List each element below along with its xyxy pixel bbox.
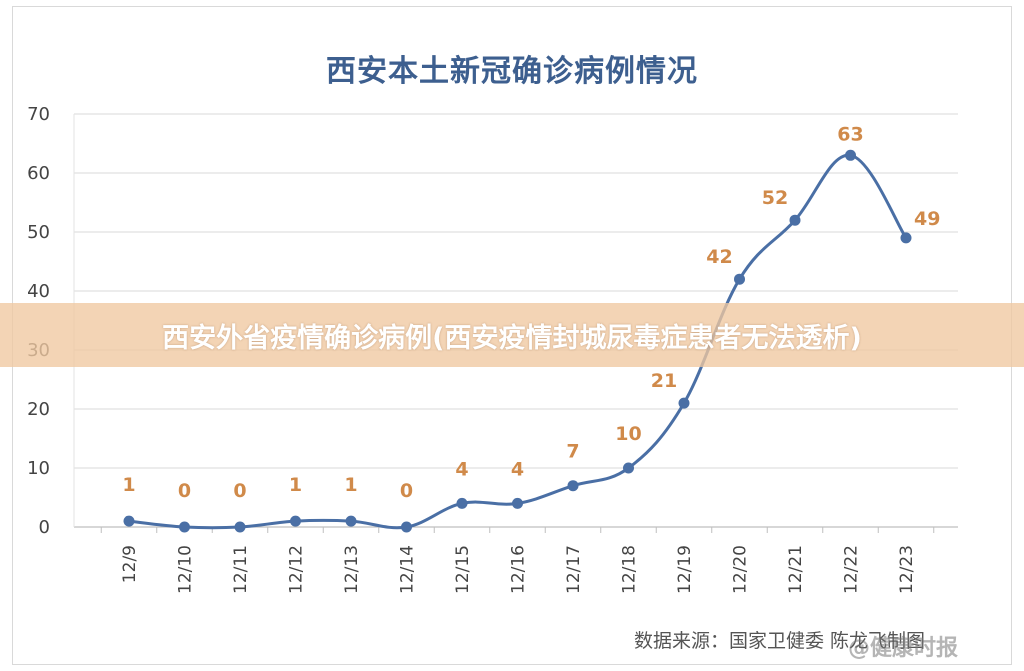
data-label: 1 — [122, 474, 135, 496]
data-point — [900, 232, 912, 244]
data-label: 10 — [615, 423, 641, 445]
y-tick-label: 60 — [27, 163, 50, 184]
data-label: 49 — [914, 208, 940, 230]
data-source: 数据来源：国家卫健委 陈龙飞制图 — [634, 630, 926, 652]
gridlines — [74, 113, 958, 469]
y-tick-label: 70 — [27, 104, 50, 125]
x-tick-label: 12/22 — [842, 545, 862, 594]
watermark: @健康时报 — [848, 636, 959, 661]
x-tick-label: 12/12 — [287, 545, 307, 594]
overlay-banner: 西安外省疫情确诊病例(西安疫情封城尿毒症患者无法透析) — [0, 303, 1024, 367]
data-point — [623, 462, 634, 474]
x-tick-label: 12/10 — [176, 545, 196, 594]
data-label: 21 — [651, 370, 677, 392]
data-point — [234, 521, 246, 533]
chart-title: 西安本土新冠确诊病例情况 — [326, 54, 698, 89]
x-tick-label: 12/13 — [342, 545, 362, 594]
data-label: 52 — [762, 187, 788, 209]
data-label: 0 — [400, 480, 413, 502]
data-points — [123, 149, 912, 533]
x-tick-label: 12/20 — [731, 545, 751, 594]
x-tick-label: 12/19 — [675, 545, 695, 594]
y-tick-label: 10 — [27, 458, 50, 479]
data-point — [567, 480, 579, 492]
x-tick-label: 12/17 — [564, 545, 584, 594]
x-tick-label: 12/14 — [398, 545, 418, 594]
data-label: 1 — [289, 474, 302, 496]
data-label: 42 — [706, 246, 732, 268]
x-axis-ticks: 12/9 12/10 12/11 12/12 12/13 12/14 12/15 12/16 1… — [120, 545, 917, 594]
data-label: 0 — [233, 480, 246, 502]
data-point — [123, 515, 135, 527]
x-tick-label: 12/23 — [897, 545, 917, 594]
x-tick-label: 12/18 — [620, 545, 640, 594]
x-tick-label: 12/11 — [231, 545, 251, 594]
data-point — [678, 397, 690, 409]
x-tick-label: 12/15 — [453, 545, 473, 594]
data-point — [734, 273, 745, 285]
y-tick-label: 50 — [27, 222, 50, 243]
data-point — [401, 521, 412, 533]
data-point — [456, 497, 468, 509]
y-tick-label: 0 — [39, 517, 50, 538]
data-label: 0 — [178, 480, 191, 502]
y-tick-label: 40 — [27, 281, 50, 302]
data-label: 4 — [511, 458, 524, 480]
data-label: 4 — [455, 458, 468, 480]
data-point — [512, 497, 523, 509]
data-point — [179, 521, 190, 533]
data-point — [345, 515, 357, 527]
data-label: 1 — [344, 474, 357, 496]
banner-text: 西安外省疫情确诊病例(西安疫情封城尿毒症患者无法透析) — [162, 322, 862, 354]
x-tick-label: 12/21 — [786, 545, 806, 594]
data-label: 63 — [837, 123, 863, 145]
data-point — [845, 149, 856, 161]
x-tick-label: 12/16 — [509, 545, 529, 594]
data-label: 7 — [566, 441, 579, 463]
data-point — [789, 214, 801, 226]
x-tick-label: 12/9 — [120, 545, 140, 583]
data-point — [290, 515, 301, 527]
y-tick-label: 20 — [27, 399, 50, 420]
